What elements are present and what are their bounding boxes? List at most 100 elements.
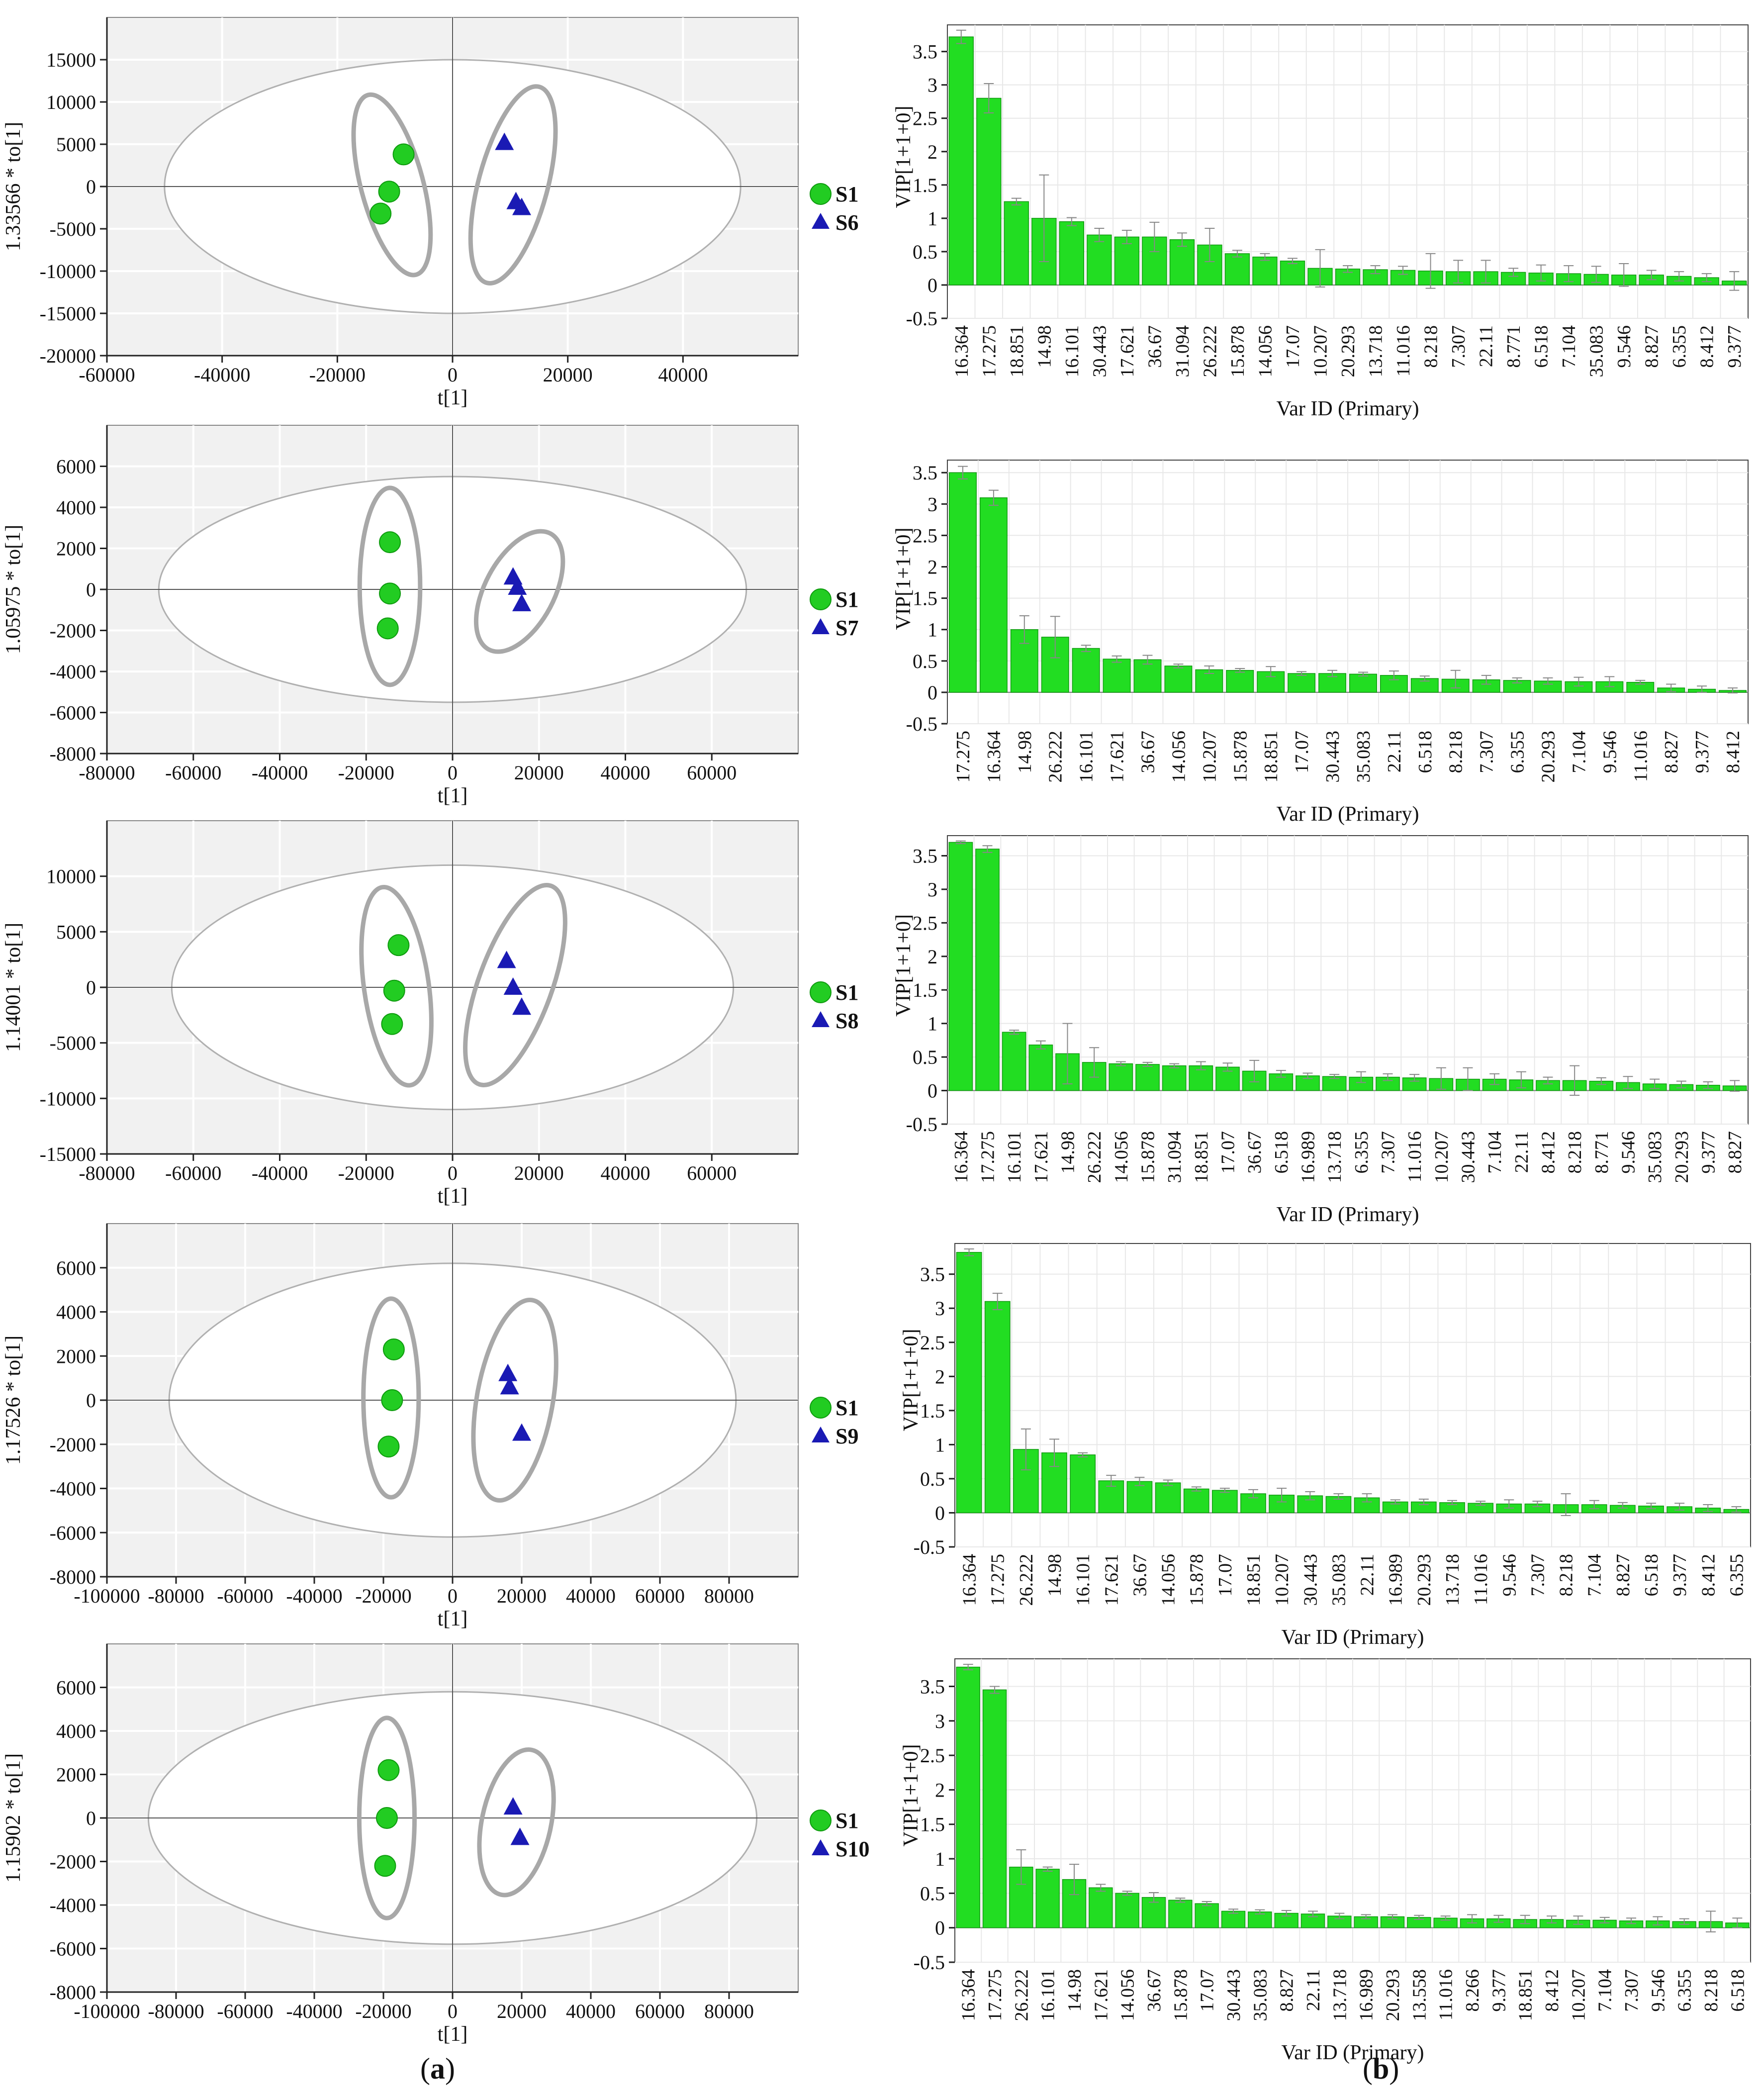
x-tick-label: 10.207 — [1568, 1969, 1589, 2021]
group-ellipse-s1 — [357, 1716, 417, 1920]
bar — [1089, 1887, 1113, 1928]
point-s9 — [500, 1377, 519, 1395]
bar — [1168, 1900, 1193, 1928]
point-s9 — [498, 1363, 518, 1381]
x-tick-label: 80000 — [704, 1585, 754, 1607]
x-tick-label: 36.67 — [1144, 325, 1165, 368]
x-tick-label: 22.11 — [1384, 731, 1405, 772]
x-tick-label: 17.275 — [979, 325, 1000, 378]
x-tick-label: -20000 — [355, 1585, 411, 1607]
x-tick-label: 7.104 — [1484, 1131, 1505, 1174]
y-tick-label: 3 — [935, 1297, 945, 1320]
y-tick-label: 6000 — [56, 1257, 96, 1279]
x-tick-label: 16.364 — [984, 731, 1005, 783]
x-tick-label: 26.222 — [1084, 1131, 1105, 1183]
x-tick-label: 35.083 — [1353, 731, 1374, 783]
x-tick-label: 11.016 — [1404, 1131, 1425, 1182]
x-tick-label: 15.878 — [1227, 325, 1248, 378]
score-plot-1: -60000 -40000 -20000 0 20000 40000 -20000 -1500… — [2, 17, 858, 409]
y-tick-label: 3.5 — [913, 41, 937, 63]
x-tick-label: 16.101 — [1062, 325, 1083, 378]
x-tick-label: 6.355 — [1669, 325, 1690, 368]
y-axis-title: 1.17526 * to[1] — [2, 1336, 25, 1465]
y-tick-label: 2000 — [56, 538, 96, 560]
bar — [1126, 1481, 1153, 1514]
x-tick-label: 7.307 — [1621, 1969, 1642, 2012]
bar — [1169, 239, 1195, 286]
legend-marker-circle — [810, 183, 832, 205]
x-tick-label: 9.546 — [1614, 325, 1635, 368]
y-tick-label: -10000 — [40, 1087, 96, 1110]
point-s1 — [392, 143, 415, 166]
y-axis-title: 1.05975 * to[1] — [2, 525, 25, 654]
x-tick-label: 26.222 — [1016, 1554, 1037, 1606]
bar — [948, 36, 974, 286]
x-tick-label: 16.101 — [1038, 1969, 1059, 2021]
y-tick-label: -0.5 — [914, 1536, 945, 1558]
x-tick-label: 30.443 — [1458, 1131, 1479, 1183]
x-tick-label: 6.518 — [1727, 1969, 1748, 2012]
panel-label-b: (b) — [1363, 2052, 1399, 2085]
y-axis-title: VIP[1+1+0] — [892, 105, 915, 208]
x-tick-label: 14.98 — [1044, 1554, 1065, 1597]
bar — [1002, 1032, 1026, 1091]
x-tick-label: -20000 — [355, 2000, 411, 2022]
point-s1 — [375, 1807, 398, 1829]
y-tick-label: -6000 — [50, 1522, 96, 1544]
x-tick-label: 7.307 — [1448, 325, 1469, 368]
x-tick-label: 16.101 — [1076, 731, 1097, 783]
x-tick-label: -40000 — [252, 1162, 308, 1184]
y-tick-label: 1.5 — [913, 979, 937, 1001]
x-tick-label: 9.377 — [1488, 1969, 1509, 2012]
x-tick-label: 10.207 — [1199, 731, 1220, 783]
y-tick-label: 2000 — [56, 1345, 96, 1367]
x-tick-label: 16.364 — [951, 1131, 972, 1183]
x-tick-label: 35.083 — [1586, 325, 1607, 378]
x-tick-label: 9.377 — [1692, 731, 1713, 773]
point-s1 — [378, 181, 400, 203]
x-tick-label: 7.104 — [1595, 1969, 1616, 2012]
x-tick-label: 7.104 — [1569, 731, 1589, 773]
x-tick-label: -60000 — [165, 762, 221, 784]
bar — [979, 497, 1008, 693]
point-s1 — [381, 1389, 403, 1411]
x-tick-label: 60000 — [687, 762, 737, 784]
bar — [975, 849, 1000, 1091]
group-ellipse-s7 — [473, 529, 565, 654]
x-tick-label: 20.293 — [1338, 325, 1359, 378]
y-tick-label: 1.5 — [920, 1400, 945, 1422]
x-tick-label: 16.989 — [1386, 1554, 1406, 1606]
x-tick-label: 11.016 — [1393, 325, 1414, 377]
bar — [1164, 666, 1193, 693]
vip-plot-1: -0.5 0 0.5 1 1.5 2 2.5 3 3.5 16.364 17.275 18.851 14… — [892, 24, 1749, 420]
x-axis-title: Var ID (Primary) — [1277, 397, 1419, 420]
x-tick-label: -40000 — [286, 1585, 342, 1607]
x-tick-label: 22.11 — [1476, 325, 1497, 367]
y-tick-label: 1 — [927, 1013, 937, 1035]
vip-plot-3: -0.5 0 0.5 1 1.5 2 2.5 3 3.5 16.364 17.275 16.101 17… — [892, 835, 1749, 1226]
x-tick-label: 30.443 — [1300, 1554, 1321, 1606]
point-s10 — [503, 1797, 523, 1815]
x-tick-label: 6.518 — [1531, 325, 1552, 368]
legend-marker-triangle — [812, 1011, 830, 1027]
bar — [1103, 659, 1131, 693]
point-s1 — [377, 1759, 400, 1781]
bar — [1004, 201, 1029, 286]
x-tick-label: 11.016 — [1630, 731, 1651, 782]
x-tick-label: 20000 — [497, 1585, 547, 1607]
x-tick-label: 26.222 — [1011, 1969, 1032, 2021]
x-tick-label: 16.101 — [1073, 1554, 1094, 1606]
y-tick-label: 15000 — [46, 49, 96, 71]
x-tick-label: 15.878 — [1170, 1969, 1191, 2021]
y-tick-label: 1.5 — [913, 174, 937, 196]
x-tick-label: 14.056 — [1255, 325, 1276, 378]
legend-marker-circle — [810, 1397, 832, 1419]
x-tick-label: 17.275 — [953, 731, 974, 783]
x-tick-label: 14.98 — [1064, 1969, 1085, 2012]
bar — [1035, 1869, 1060, 1928]
bar — [982, 1689, 1007, 1928]
x-tick-label: 6.355 — [1674, 1969, 1695, 2012]
y-tick-label: 0 — [86, 176, 96, 198]
x-tick-label: 0 — [448, 364, 458, 386]
y-tick-label: -10000 — [40, 260, 96, 283]
